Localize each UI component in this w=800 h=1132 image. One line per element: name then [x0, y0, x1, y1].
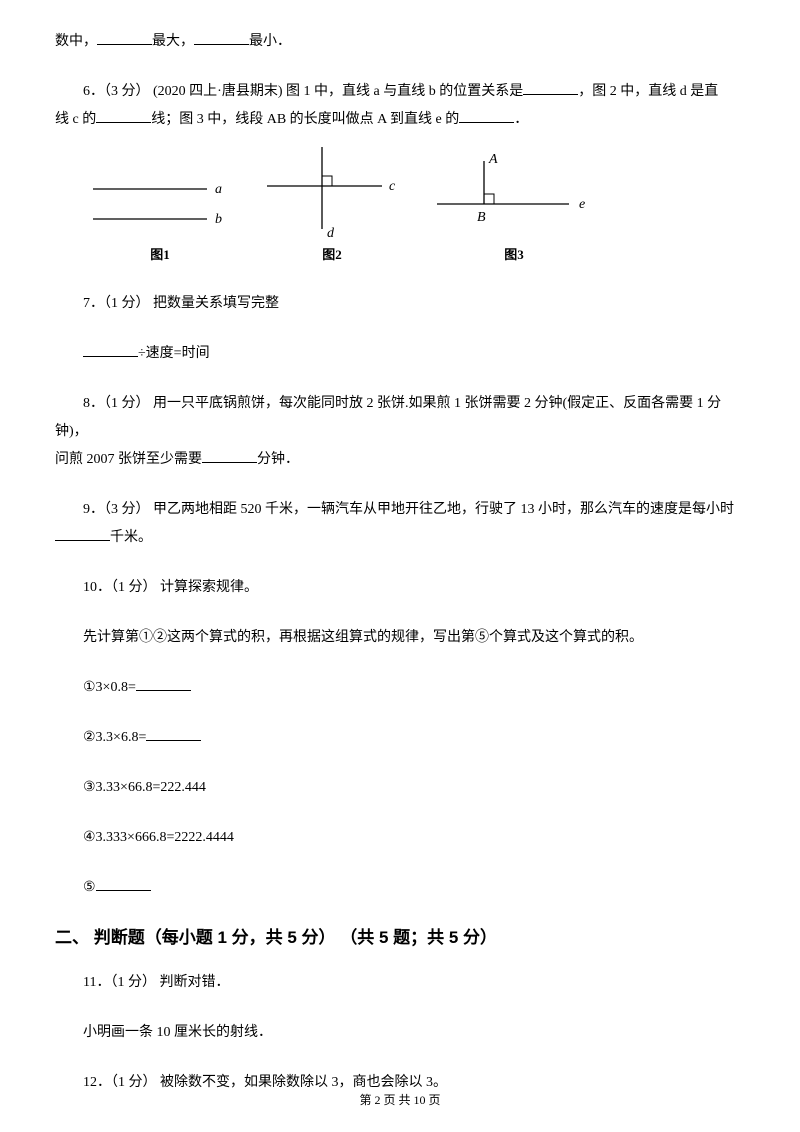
q9-line1: 9．（3 分） 甲乙两地相距 520 千米，一辆汽车从甲地开往乙地，行驶了 13… [55, 496, 745, 524]
fig2-svg: c d [257, 144, 407, 239]
label-B: B [477, 210, 486, 225]
q5-text-b: 最大， [152, 34, 194, 49]
blank [194, 31, 249, 45]
figure-1: a b 图1 [85, 169, 235, 266]
q6-figures: a b 图1 c d 图2 A B e 图3 [85, 144, 745, 266]
label-d: d [327, 226, 335, 239]
q10-item4: ④3.333×666.8=2222.4444 [55, 824, 745, 852]
label-e: e [579, 197, 585, 212]
q8-line1: 8．（1 分） 用一只平底锅煎饼，每次能同时放 2 张饼.如果煎 1 张饼需要 … [55, 390, 745, 446]
blank [96, 877, 151, 891]
q5-text-c: 最小． [249, 34, 291, 49]
figure-2: c d 图2 [257, 144, 407, 266]
q10-item1-text: ①3×0.8= [83, 680, 136, 695]
q7-formula: ÷速度=时间 [55, 340, 745, 368]
label-c: c [389, 179, 396, 194]
section2-title: 二、 判断题（每小题 1 分，共 5 分） （共 5 题；共 5 分） [55, 924, 745, 951]
blank [97, 31, 152, 45]
blank [136, 677, 191, 691]
blank [96, 109, 151, 123]
q8: 8．（1 分） 用一只平底锅煎饼，每次能同时放 2 张饼.如果煎 1 张饼需要 … [55, 390, 745, 474]
q10-line1: 10．（1 分） 计算探索规律。 [55, 574, 745, 602]
q8-line2b: 分钟． [257, 452, 299, 467]
blank [146, 727, 201, 741]
q10-item2-text: ②3.3×6.8= [83, 730, 146, 745]
q10-item5: ⑤ [55, 874, 745, 902]
q6: 6．（3 分） (2020 四上·唐县期末) 图 1 中，直线 a 与直线 b … [55, 78, 745, 134]
q6-intro: 6．（3 分） (2020 四上·唐县期末) 图 1 中，直线 a 与直线 b … [83, 84, 523, 99]
q9-line2: 千米。 [110, 530, 152, 545]
blank [459, 109, 514, 123]
q7-line1: 7．（1 分） 把数量关系填写完整 [55, 290, 745, 318]
q8-line2a: 问煎 2007 张饼至少需要 [55, 452, 202, 467]
fig3-label: 图3 [504, 245, 524, 266]
q10-line2: 先计算第①②这两个算式的积，再根据这组算式的规律，写出第⑤个算式及这个算式的积。 [55, 624, 745, 652]
q5-text-a: 数中， [55, 34, 97, 49]
q6-line2c: ． [514, 112, 528, 127]
fig2-label: 图2 [322, 245, 342, 266]
blank [523, 81, 578, 95]
q6-line2a: 线 c 的 [55, 112, 96, 127]
q10-item3: ③3.33×66.8=222.444 [55, 774, 745, 802]
fig1-label: 图1 [150, 245, 170, 266]
q10-item1: ①3×0.8= [55, 674, 745, 702]
q11-line2: 小明画一条 10 厘米长的射线． [55, 1019, 745, 1047]
blank [55, 527, 110, 541]
blank [202, 449, 257, 463]
q6-line2b: 线；图 3 中，线段 AB 的长度叫做点 A 到直线 e 的 [151, 112, 459, 127]
q6-mid1: ，图 2 中，直线 d 是直 [578, 84, 718, 99]
q5-tail: 数中， 最大， 最小． [55, 28, 745, 56]
fig3-svg: A B e [429, 149, 599, 239]
blank [83, 343, 138, 357]
label-A: A [488, 152, 498, 167]
q10-item2: ②3.3×6.8= [55, 724, 745, 752]
q7-formula-text: ÷速度=时间 [138, 346, 210, 361]
q10-item5-text: ⑤ [83, 880, 96, 895]
q11-line1: 11．（1 分） 判断对错． [55, 969, 745, 997]
label-a: a [215, 182, 222, 197]
figure-3: A B e 图3 [429, 149, 599, 266]
page-footer: 第 2 页 共 10 页 [0, 1091, 800, 1110]
fig1-svg: a b [85, 169, 235, 239]
q9: 9．（3 分） 甲乙两地相距 520 千米，一辆汽车从甲地开往乙地，行驶了 13… [55, 496, 745, 552]
label-b: b [215, 212, 222, 227]
